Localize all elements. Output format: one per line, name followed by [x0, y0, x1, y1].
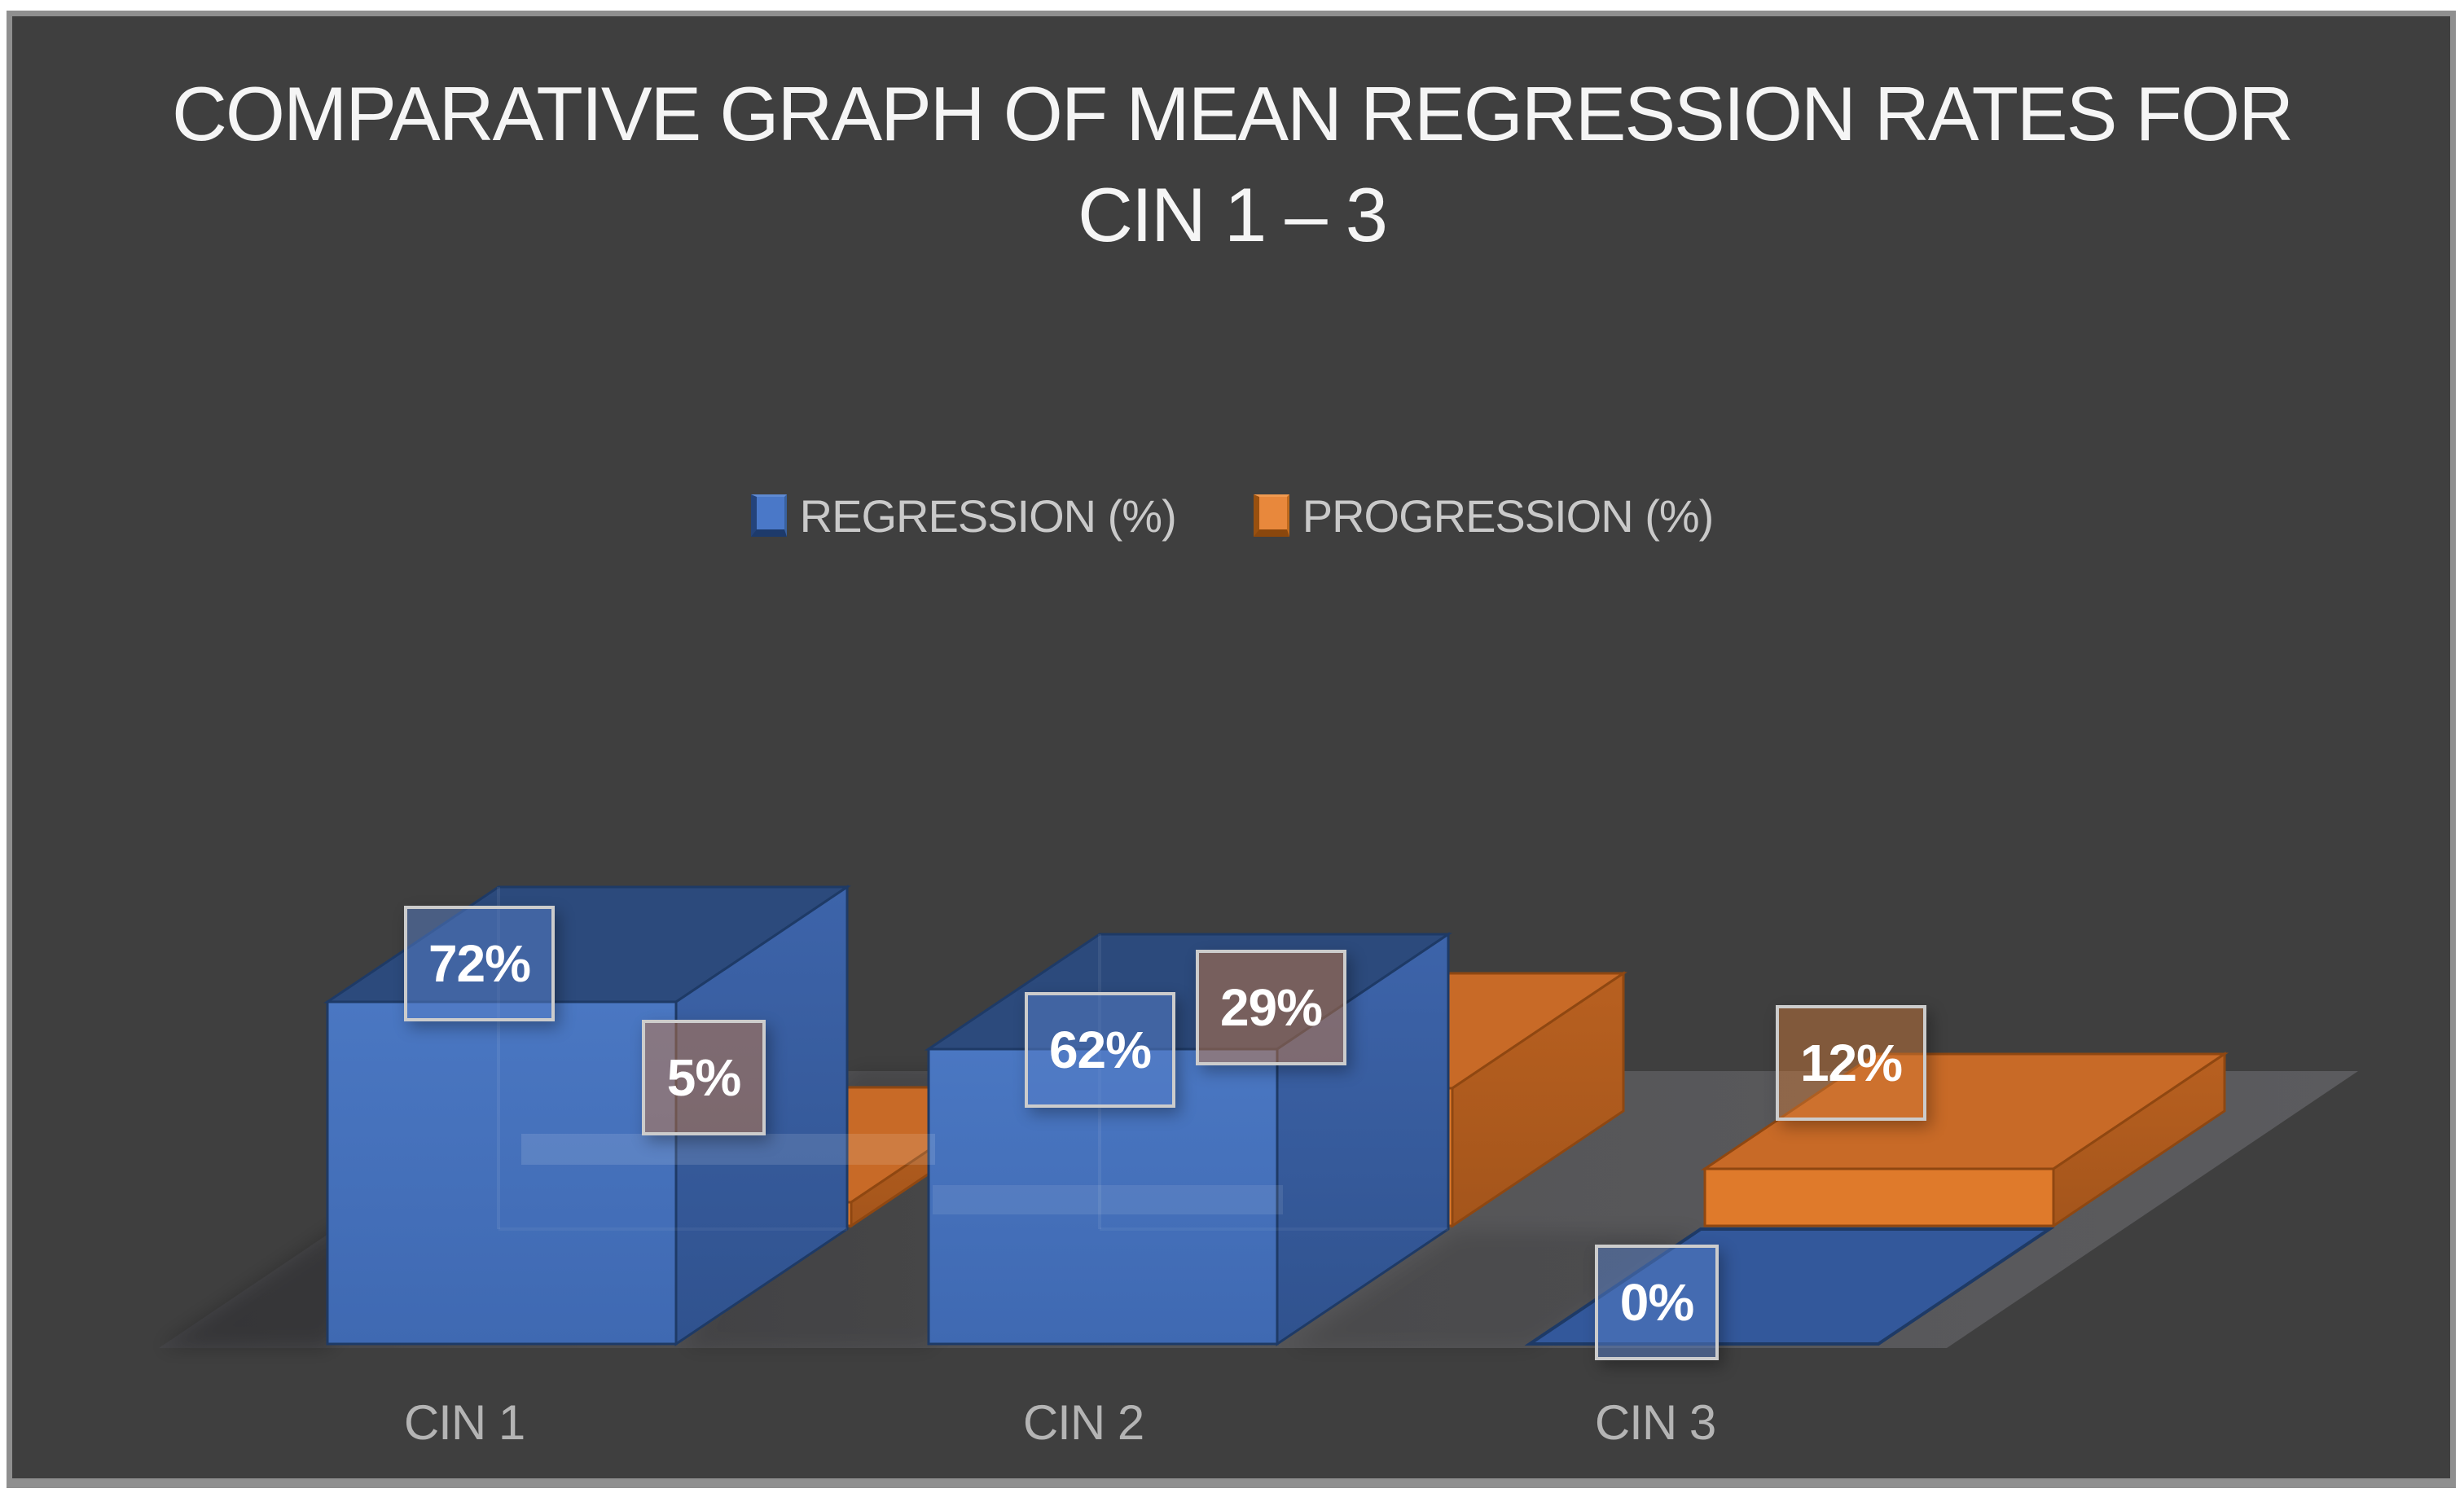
- chart-title-line1: COMPARATIVE GRAPH OF MEAN REGRESSION RAT…: [172, 71, 2294, 156]
- data-label-cin2-regression: 62%: [1025, 992, 1175, 1108]
- data-label-cin3-regression: 0%: [1595, 1245, 1719, 1360]
- data-label-cin1-progression: 5%: [642, 1020, 766, 1135]
- chart-title-line2: CIN 1 – 3: [1077, 172, 1388, 258]
- data-label-cin2-progression: 29%: [1196, 950, 1346, 1065]
- category-label-cin2: CIN 2: [1022, 1395, 1144, 1450]
- bar-cin3-progression: [1701, 1052, 2229, 1228]
- legend-swatch-progression-icon: [1253, 494, 1289, 537]
- legend-label-progression: PROGRESSION (%): [1302, 490, 1715, 542]
- legend-label-regression: REGRESSION (%): [799, 490, 1177, 542]
- glare-band-1: [521, 1134, 935, 1165]
- category-label-cin3: CIN 3: [1594, 1395, 1716, 1450]
- data-label-cin1-regression: 72%: [404, 906, 555, 1021]
- data-label-cin3-progression: 12%: [1776, 1005, 1926, 1121]
- legend-item-progression: PROGRESSION (%): [1253, 490, 1715, 542]
- chart-title: COMPARATIVE GRAPH OF MEAN REGRESSION RAT…: [0, 64, 2464, 266]
- category-label-cin1: CIN 1: [403, 1395, 525, 1450]
- glare-band-2: [933, 1185, 1283, 1214]
- legend: REGRESSION (%) PROGRESSION (%): [0, 485, 2464, 546]
- legend-item-regression: REGRESSION (%): [750, 490, 1177, 542]
- legend-swatch-regression-icon: [750, 494, 787, 537]
